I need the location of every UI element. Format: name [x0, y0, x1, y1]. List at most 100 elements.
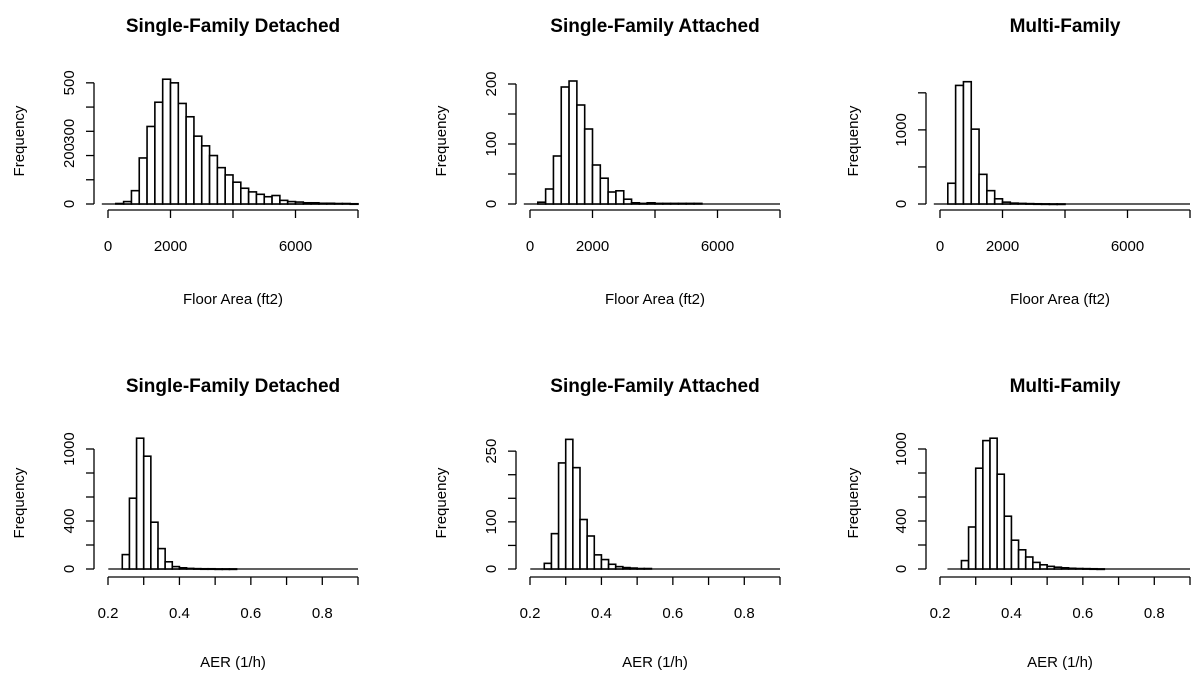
histogram-bar — [636, 567, 646, 570]
histogram-bar — [960, 559, 970, 570]
histogram-bar — [1003, 515, 1013, 570]
histogram-bar — [646, 202, 656, 205]
histogram-panel-2: Single-Family Attached 0 2000 6000 0 100 200 Fl… — [433, 16, 781, 308]
histogram-bar — [669, 202, 680, 205]
y-tick-label: 0 — [893, 200, 910, 208]
histogram-bar — [622, 198, 633, 205]
histogram-bar — [962, 80, 973, 205]
x-tick-label: 6000 — [279, 238, 312, 255]
histogram-bar — [1067, 567, 1077, 570]
histogram-bar — [552, 155, 563, 205]
histogram-bar — [622, 566, 631, 570]
x-axis-label: AER (1/h) — [200, 654, 266, 671]
histogram-bar — [1009, 202, 1019, 205]
histogram-bar — [271, 194, 281, 205]
y-tick-label: 200 — [61, 143, 78, 168]
y-tick-label: 1000 — [893, 432, 910, 465]
y-tick-label: 250 — [483, 439, 500, 464]
x-axis-label: AER (1/h) — [622, 654, 688, 671]
histogram-bar — [325, 202, 336, 205]
y-tick-label: 0 — [893, 565, 910, 573]
histogram-bar — [185, 115, 195, 205]
y-tick-label: 0 — [483, 565, 500, 573]
histogram-bar — [1096, 568, 1106, 571]
histogram-bar — [1025, 202, 1035, 205]
histogram-bar — [121, 553, 131, 570]
histogram-panel-6: Multi-Family 0.2 0.4 0.6 0.8 0 400 1000 AER (1/h… — [845, 376, 1191, 671]
histogram-bar — [192, 567, 202, 570]
histogram-panel-3: Multi-Family 0 2000 6000 0 1000 Floor Area (ft… — [845, 16, 1191, 308]
histogram-bar — [599, 177, 609, 205]
histogram-bar — [996, 473, 1006, 570]
panel-title: Single-Family Detached — [126, 376, 340, 397]
x-tick-label: 0.6 — [240, 605, 261, 622]
histogram-bar — [544, 188, 555, 205]
y-tick-label: 400 — [893, 508, 910, 533]
histogram-bar — [333, 202, 344, 205]
panel-title: Multi-Family — [1010, 16, 1121, 37]
y-tick-label: 400 — [61, 508, 78, 533]
x-tick-label: 0.2 — [98, 605, 119, 622]
histogram-bar — [543, 562, 553, 570]
histogram-bar — [207, 567, 216, 571]
histogram-bar — [600, 558, 610, 570]
histogram-bar — [349, 202, 359, 206]
y-axis-label: Frequency — [845, 467, 862, 538]
y-axis-label: Frequency — [11, 105, 28, 176]
histogram-bar — [662, 202, 672, 205]
histogram-bar — [974, 467, 984, 570]
histogram-bar — [986, 189, 996, 205]
histogram-bar — [643, 567, 653, 570]
panel-title: Single-Family Attached — [550, 16, 759, 37]
histogram-bar — [564, 438, 574, 570]
histogram-bar — [279, 199, 289, 205]
histogram-bar — [978, 173, 988, 205]
histogram-bar — [185, 567, 195, 570]
x-tick-label: 0 — [526, 238, 534, 255]
histogram-bar — [341, 202, 351, 205]
histogram-bar — [576, 104, 586, 205]
histogram-bar — [200, 567, 209, 571]
histogram-bar — [550, 532, 560, 570]
x-tick-label: 0.2 — [520, 605, 541, 622]
histogram-bar — [593, 554, 603, 570]
histogram-bar — [614, 565, 624, 570]
panel-title: Single-Family Attached — [550, 376, 759, 397]
x-axis-label: Floor Area (ft2) — [183, 291, 283, 308]
x-tick-label: 0.6 — [662, 605, 683, 622]
histogram-bar — [954, 84, 965, 205]
histogram-bar — [1056, 203, 1066, 206]
histogram-panel-4: Single-Family Detached 0.2 0.4 0.6 0.8 0 400 10… — [11, 376, 359, 671]
histogram-bar — [654, 202, 664, 205]
x-axis-label: Floor Area (ft2) — [605, 291, 705, 308]
histogram-bar — [591, 164, 602, 205]
y-tick-label: 100 — [483, 131, 500, 156]
histogram-bar — [208, 154, 219, 205]
y-tick-label: 0 — [61, 565, 78, 573]
x-tick-label: 0 — [936, 238, 944, 255]
histogram-bar — [685, 202, 695, 205]
histogram-bar — [228, 568, 238, 571]
x-tick-label: 0.8 — [1144, 605, 1165, 622]
histogram-bar — [146, 125, 156, 205]
histogram-bar — [1024, 556, 1034, 570]
histogram-bar — [247, 191, 258, 205]
histogram-bar — [1039, 563, 1048, 570]
histogram-bar — [967, 526, 977, 570]
y-axis-label: Frequency — [433, 105, 450, 176]
x-tick-label: 0.4 — [169, 605, 190, 622]
histogram-bar — [583, 128, 594, 205]
y-tick-label: 500 — [61, 70, 78, 95]
histogram-bar — [224, 174, 234, 205]
histogram-bar — [128, 497, 138, 570]
x-axis-label: Floor Area (ft2) — [1010, 291, 1110, 308]
histogram-bar — [1048, 203, 1058, 206]
y-tick-label: 1000 — [893, 113, 910, 146]
histogram-bar — [138, 157, 148, 205]
histogram-bar — [560, 86, 570, 205]
histogram-bar — [200, 145, 211, 205]
histogram-bar — [171, 565, 181, 570]
x-tick-label: 2000 — [154, 238, 187, 255]
